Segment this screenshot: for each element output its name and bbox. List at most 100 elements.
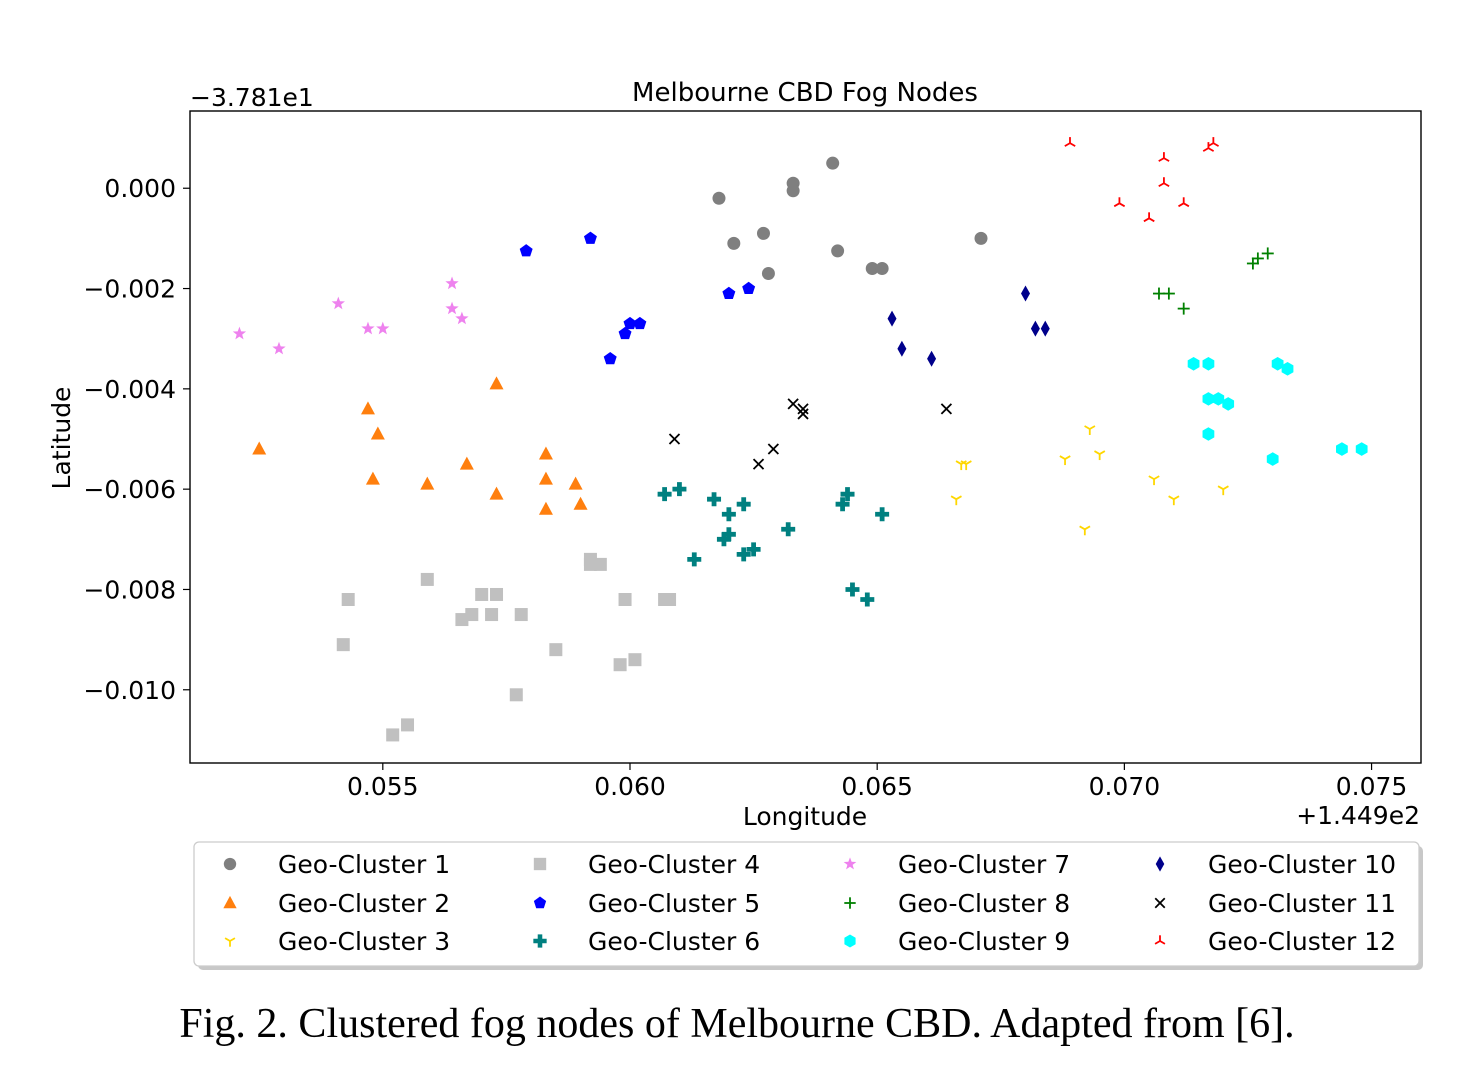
data-point-cluster-6 [736,497,751,512]
data-point-cluster-6 [687,552,702,567]
data-points [232,137,1368,742]
data-point-cluster-4 [628,653,642,667]
data-point-cluster-6 [721,507,736,522]
legend-marker-cluster-8 [844,897,856,909]
data-point-cluster-4 [485,608,499,622]
data-point-cluster-7 [455,311,469,325]
data-point-cluster-7 [232,326,247,340]
data-point-cluster-7 [361,321,375,335]
data-point-cluster-8 [1246,257,1259,270]
data-point-cluster-9 [1202,392,1215,406]
legend-label: Geo-Cluster 6 [588,927,760,956]
data-point-cluster-3 [1094,450,1106,461]
data-point-cluster-2 [489,486,504,500]
data-point-cluster-2 [420,476,435,490]
data-point-cluster-6 [736,547,751,562]
data-point-cluster-2 [252,441,267,455]
data-point-cluster-9 [1187,356,1200,371]
data-point-cluster-6 [840,487,855,502]
y-offset-label: −3.781e1 [190,83,314,112]
data-point-cluster-8 [1162,287,1175,300]
legend-marker-cluster-2 [223,895,237,909]
data-point-cluster-7 [331,296,345,310]
data-point-cluster-9 [1271,356,1284,371]
data-point-cluster-1 [831,244,845,258]
data-point-cluster-2 [573,496,588,510]
data-point-cluster-6 [875,507,890,522]
data-point-cluster-7 [272,341,286,355]
data-point-cluster-6 [672,482,687,497]
data-point-cluster-11 [767,443,780,455]
data-point-cluster-5 [722,286,736,300]
legend-marker-cluster-5 [533,896,547,909]
x-tick-label: 0.055 [347,772,419,801]
data-point-cluster-4 [475,587,489,601]
data-point-cluster-2 [360,401,375,415]
legend-label: Geo-Cluster 3 [278,927,450,956]
data-point-cluster-10 [1030,320,1040,337]
data-point-cluster-5 [633,316,647,330]
legend-label: Geo-Cluster 1 [278,850,450,879]
data-point-cluster-6 [716,532,731,547]
data-point-cluster-6 [746,542,761,557]
y-tick-label: −0.008 [83,575,176,604]
axis-ticks: 0.055 0.060 0.065 0.070 0.075 0.000 −0.002 −0.0… [83,174,1407,801]
data-point-cluster-3 [1168,495,1180,506]
data-point-cluster-1 [756,226,770,240]
data-point-cluster-6 [860,592,875,607]
x-tick-label: 0.065 [841,772,913,801]
legend-marker-cluster-11 [1154,897,1166,909]
data-point-cluster-5 [742,281,756,295]
data-point-cluster-4 [618,592,632,606]
data-point-cluster-6 [845,582,860,597]
data-point-cluster-9 [1222,397,1235,411]
data-point-cluster-2 [370,426,385,440]
data-point-cluster-2 [538,446,553,460]
legend-label: Geo-Cluster 11 [1208,889,1396,918]
data-point-cluster-4 [401,718,415,732]
legend-label: Geo-Cluster 7 [898,850,1070,879]
data-point-cluster-4 [583,557,597,571]
data-point-cluster-5 [618,326,632,340]
x-tick-label: 0.075 [1336,772,1408,801]
data-point-cluster-4 [490,587,504,601]
data-point-cluster-11 [797,403,809,415]
data-point-cluster-4 [593,557,607,571]
legend-marker-cluster-9 [844,934,856,948]
data-point-cluster-3 [960,460,972,471]
x-tick-label: 0.070 [1089,772,1161,801]
data-point-cluster-5 [603,351,617,365]
data-point-cluster-1 [875,261,889,275]
data-point-cluster-11 [797,408,809,420]
y-tick-label: −0.004 [83,375,176,404]
data-point-cluster-12 [1143,212,1155,223]
legend-label: Geo-Cluster 2 [278,889,450,918]
data-point-cluster-11 [940,403,953,415]
data-point-cluster-4 [386,728,400,742]
legend-marker-cluster-10 [1155,856,1165,872]
data-point-cluster-4 [420,572,434,586]
data-point-cluster-9 [1355,442,1368,456]
data-point-cluster-2 [365,471,380,485]
data-point-cluster-10 [1040,320,1050,337]
data-point-cluster-11 [787,398,799,410]
data-point-cluster-1 [865,261,879,275]
legend-marker-cluster-6 [533,934,547,948]
data-point-cluster-12 [1158,177,1170,188]
data-point-cluster-4 [613,658,627,672]
y-tick-label: −0.010 [83,676,176,705]
data-point-cluster-4 [549,643,563,657]
data-point-cluster-3 [1217,485,1229,496]
data-point-cluster-6 [707,492,722,507]
data-point-cluster-7 [445,276,459,290]
data-point-cluster-2 [538,501,553,515]
scatter-chart: Melbourne CBD Fog Nodes −3.781e1 +1.449e… [47,78,1423,970]
figure-caption: Fig. 2. Clustered fog nodes of Melbourne… [179,1001,1295,1047]
x-axis-label: Longitude [743,802,867,831]
data-point-cluster-6 [781,522,796,537]
legend-label: Geo-Cluster 5 [588,889,760,918]
data-point-cluster-1 [974,231,988,245]
data-point-cluster-3 [1148,475,1160,486]
data-point-cluster-8 [1177,302,1190,315]
data-point-cluster-1 [727,236,741,250]
